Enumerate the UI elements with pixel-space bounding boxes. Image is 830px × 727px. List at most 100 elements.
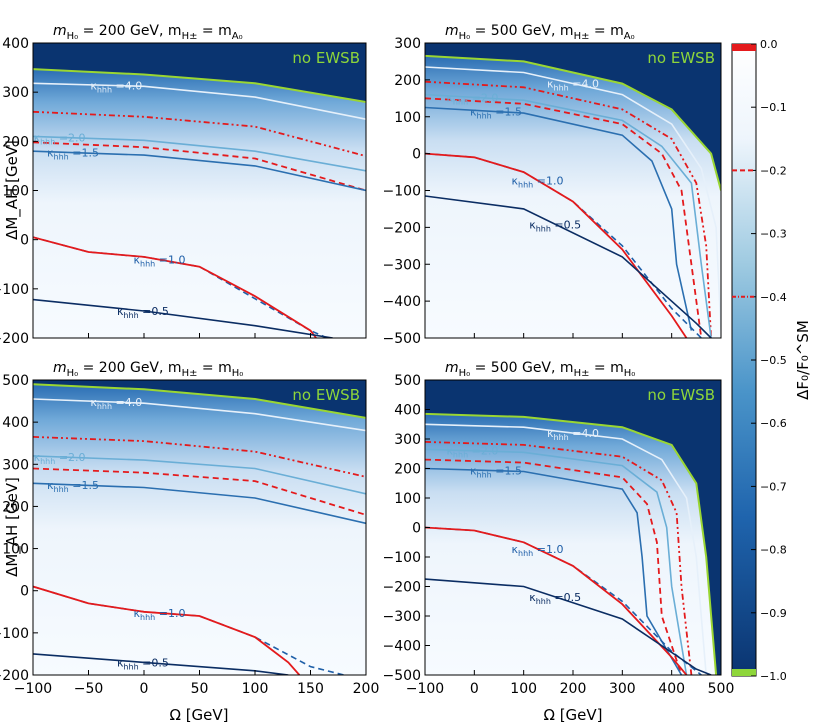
curve-kappa-2 xyxy=(33,135,366,172)
allowed-region xyxy=(33,69,366,338)
x-axis-label: Ω [GeV] xyxy=(169,706,228,724)
y-tick-label: −100 xyxy=(383,184,421,200)
kappa-label: κhhh =2.0 xyxy=(34,451,86,466)
y-tick-label: 200 xyxy=(394,462,421,478)
x-tick-label: 100 xyxy=(510,681,537,697)
curve-kappa-1-5 xyxy=(33,482,366,525)
x-tick-label: 500 xyxy=(708,681,735,697)
allowed-region xyxy=(425,55,721,338)
y-tick-label: −100 xyxy=(0,282,29,298)
x-tick-label: 200 xyxy=(560,681,587,697)
y-tick-label: 400 xyxy=(2,36,29,52)
y-tick-label: 200 xyxy=(2,134,29,150)
curve-kappa-0-5 xyxy=(425,578,712,675)
colorbar-tick-label: −0.8 xyxy=(760,544,787,557)
x-tick-label: 200 xyxy=(353,681,380,697)
y-tick-label: 0 xyxy=(20,584,29,600)
colorbar-tick-label: −0.5 xyxy=(760,354,787,367)
colorbar-tick-label: −1.0 xyxy=(760,670,787,683)
curve-red-dashed xyxy=(425,97,703,338)
x-tick-label: 0 xyxy=(140,681,149,697)
curve-kappa-0-5 xyxy=(33,298,333,338)
y-tick-label: −200 xyxy=(0,331,29,347)
colorbar-tick-label: −0.4 xyxy=(760,291,787,304)
y-tick-label: −500 xyxy=(383,331,421,347)
curve-kappa-2 xyxy=(425,93,712,338)
y-tick-label: −100 xyxy=(0,626,29,642)
curve-kappa-1 xyxy=(33,585,344,675)
y-tick-label: 400 xyxy=(394,403,421,419)
y-tick-label: 0 xyxy=(412,521,421,537)
colorbar-label: ΔF₀/F₀^SM xyxy=(794,320,812,400)
colorbar-tick-label: −0.9 xyxy=(760,607,787,620)
allowed-region xyxy=(33,384,366,675)
colorbar: 0.0 −0.1 −0.2 −0.3 −0.4 −0.5 −0.6 −0.7 −0.8 −0.9 −… xyxy=(731,38,812,683)
curve-red-solid xyxy=(33,585,301,675)
y-tick-label: 100 xyxy=(2,542,29,558)
curve-boundary xyxy=(33,68,366,103)
curve-kappa-1-5 xyxy=(425,106,693,331)
curve-kappa-4 xyxy=(33,82,366,120)
y-tick-label: 500 xyxy=(394,373,421,389)
y-tick-label: −300 xyxy=(383,257,421,273)
curve-red-dashed xyxy=(33,467,366,516)
panel-title: mH₀ = 200 GeV, mH± = mA₀ xyxy=(53,23,243,42)
y-tick-label: −100 xyxy=(383,550,421,566)
curve-red-dashed xyxy=(425,458,683,675)
curve-kappa-4 xyxy=(425,423,707,675)
curve-boundary xyxy=(33,383,366,419)
y-tick-label: 100 xyxy=(2,184,29,200)
y-tick-label: 300 xyxy=(394,432,421,448)
curve-red-dashdot xyxy=(33,110,366,157)
x-axis-label: Ω [GeV] xyxy=(543,706,602,724)
panel-title: mH₀ = 500 GeV, mH± = mH₀ xyxy=(445,360,635,379)
no-ewsb-label: no EWSB xyxy=(647,386,715,404)
curve-kappa-2 xyxy=(425,448,688,675)
colorbar-bottom-cap xyxy=(732,669,756,676)
x-tick-label: −100 xyxy=(406,681,444,697)
curve-kappa-0-5 xyxy=(425,195,712,338)
colorbar-tick-label: −0.7 xyxy=(760,480,787,493)
colorbar-tick-label: −0.2 xyxy=(760,164,787,177)
y-tick-label: −400 xyxy=(383,639,421,655)
x-tick-label: 150 xyxy=(297,681,324,697)
colorbar-top-cap xyxy=(732,44,756,51)
panel-title: mH₀ = 500 GeV, mH± = mA₀ xyxy=(445,23,635,42)
y-tick-label: 300 xyxy=(2,85,29,101)
y-tick-label: 0 xyxy=(412,147,421,163)
y-tick-label: −400 xyxy=(383,294,421,310)
x-tick-label: −50 xyxy=(74,681,104,697)
colorbar-tick-label: 0.0 xyxy=(760,38,778,51)
y-tick-label: −500 xyxy=(383,668,421,684)
curve-red-solid xyxy=(425,152,688,338)
y-tick-label: −200 xyxy=(0,668,29,684)
curve-boundary xyxy=(425,54,721,191)
no-ewsb-label: no EWSB xyxy=(292,49,360,67)
curve-red-dashdot xyxy=(33,436,366,478)
y-tick-label: 100 xyxy=(394,491,421,507)
curve-red-solid xyxy=(33,236,317,338)
curve-kappa-2 xyxy=(33,455,366,495)
curve-kappa-4 xyxy=(33,398,366,432)
y-axis-label: ΔM_AH [GeV] xyxy=(3,477,22,577)
y-tick-label: −300 xyxy=(383,609,421,625)
y-axis-label: ΔM_AH [GeV] xyxy=(3,140,22,240)
y-tick-label: 100 xyxy=(394,110,421,126)
colorbar-tick-label: −0.6 xyxy=(760,417,787,430)
no-ewsb-label: no EWSB xyxy=(292,386,360,404)
y-tick-label: 0 xyxy=(20,233,29,249)
curve-kappa-1-5 xyxy=(33,150,366,192)
y-tick-label: 400 xyxy=(2,415,29,431)
kappa-label: κhhh =4.0 xyxy=(547,427,599,442)
curve-kappa-1-5 xyxy=(425,467,683,675)
curve-boundary xyxy=(425,412,718,675)
